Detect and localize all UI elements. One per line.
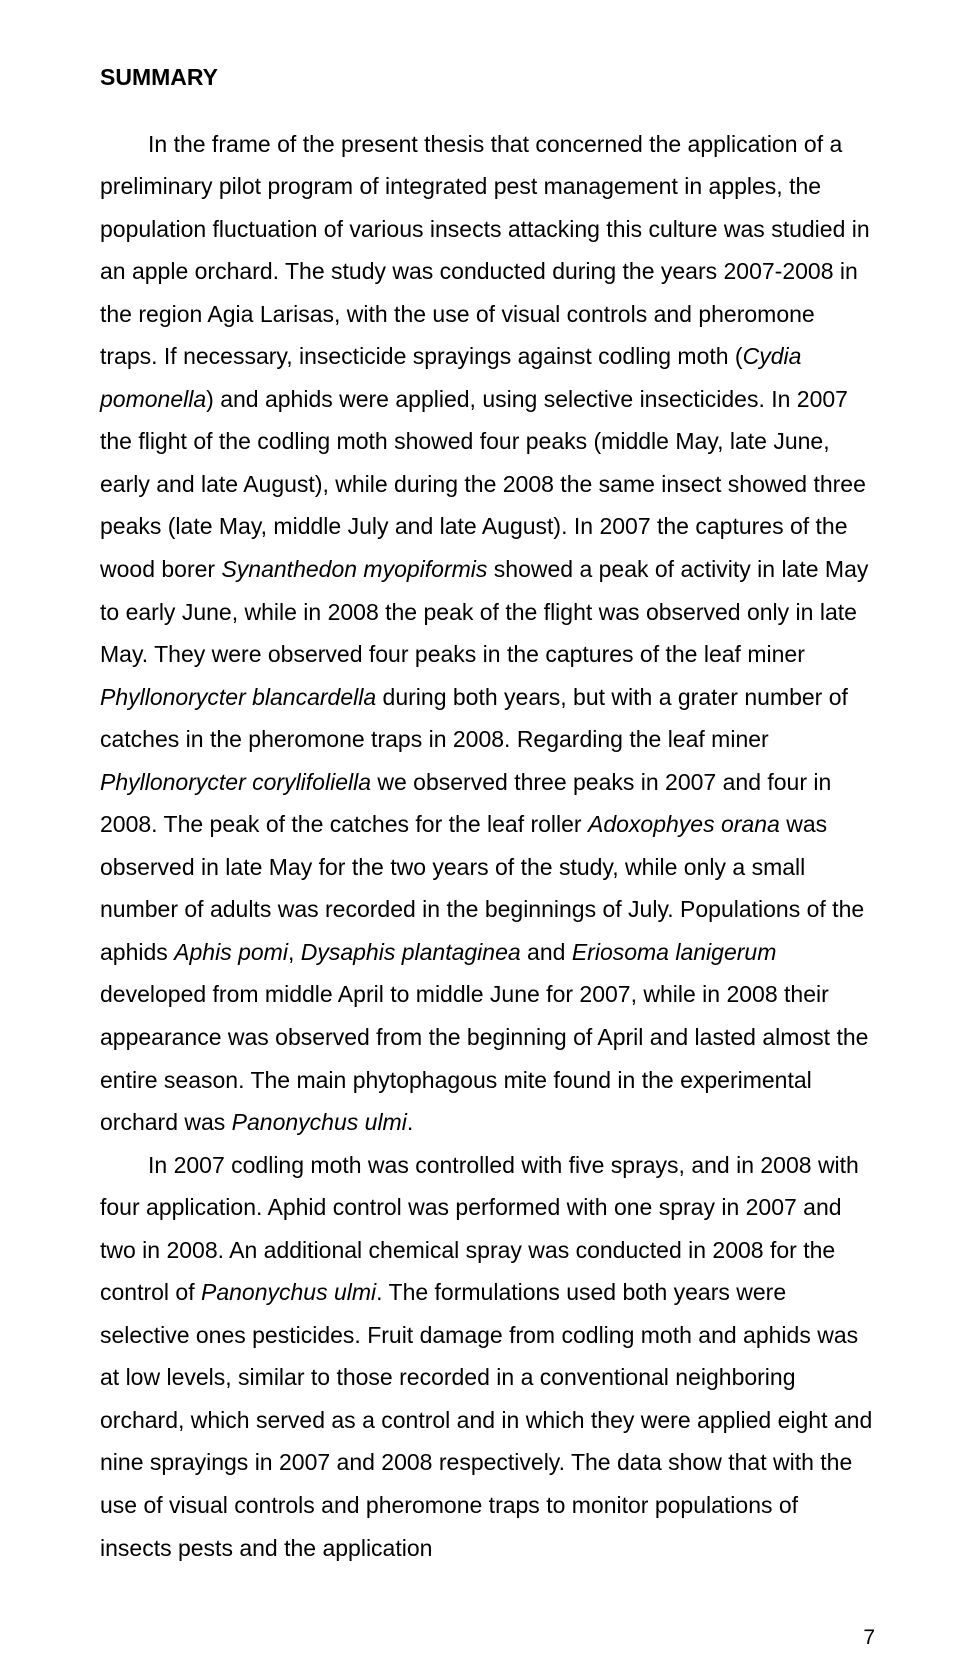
- body-text: ) and aphids were applied, using selecti…: [100, 386, 866, 582]
- species-aphis-pomi: Aphis pomi: [174, 939, 288, 965]
- paragraph-1: In the frame of the present thesis that …: [100, 123, 875, 1144]
- body-text: In the frame of the present thesis that …: [100, 131, 870, 370]
- species-adoxophyes-orana: Adoxophyes orana: [588, 811, 780, 837]
- species-synanthedon-myopiformis: Synanthedon myopiformis: [221, 556, 487, 582]
- summary-heading: SUMMARY: [100, 60, 875, 95]
- body-text: and: [521, 939, 572, 965]
- species-panonychus-ulmi: Panonychus ulmi: [232, 1109, 407, 1135]
- species-phyllonorycter-blancardella: Phyllonorycter blancardella: [100, 684, 376, 710]
- body-text: ,: [288, 939, 301, 965]
- species-eriosoma-lanigerum: Eriosoma lanigerum: [572, 939, 777, 965]
- species-phyllonorycter-corylifoliella: Phyllonorycter corylifoliella: [100, 769, 371, 795]
- document-page: SUMMARY In the frame of the present thes…: [0, 0, 960, 1678]
- species-dysaphis-plantaginea: Dysaphis plantaginea: [301, 939, 521, 965]
- body-text: . The formulations used both years were …: [100, 1279, 872, 1560]
- body-text: developed from middle April to middle Ju…: [100, 981, 868, 1135]
- page-number: 7: [863, 1626, 875, 1650]
- paragraph-2: In 2007 codling moth was controlled with…: [100, 1144, 875, 1569]
- body-text: .: [407, 1109, 413, 1135]
- species-panonychus-ulmi: Panonychus ulmi: [201, 1279, 376, 1305]
